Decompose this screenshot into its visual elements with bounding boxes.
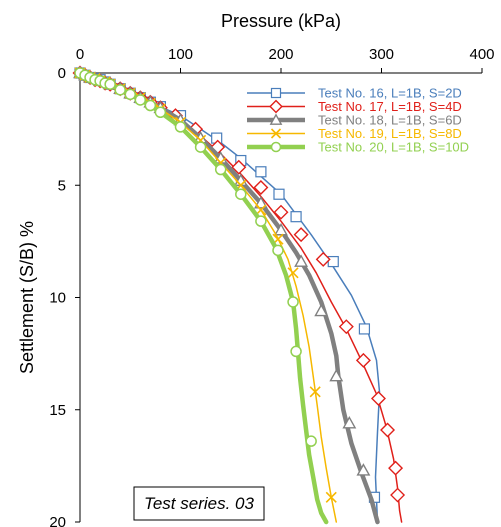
data-point bbox=[290, 345, 302, 358]
data-point bbox=[342, 416, 357, 429]
data-point bbox=[356, 463, 371, 476]
data-point bbox=[272, 244, 284, 257]
legend-item: Test No. 18, L=1B, S=6D bbox=[247, 113, 462, 128]
data-point bbox=[293, 227, 309, 243]
legend-swatch-marker bbox=[269, 99, 283, 114]
data-point bbox=[273, 188, 285, 200]
data-point bbox=[134, 94, 147, 106]
legend-item: Test No. 17, L=1B, S=4D bbox=[247, 99, 462, 114]
x-tick-label: 200 bbox=[268, 46, 293, 63]
data-point bbox=[325, 491, 337, 503]
series-4 bbox=[74, 67, 338, 523]
legend-swatch-marker bbox=[270, 141, 282, 153]
data-point bbox=[329, 368, 344, 382]
data-point bbox=[355, 352, 371, 368]
series-layer bbox=[72, 65, 406, 525]
legend-swatch-marker bbox=[270, 87, 282, 99]
legend-label: Test No. 20, L=1B, S=10D bbox=[318, 140, 469, 155]
data-point bbox=[114, 84, 126, 96]
data-point bbox=[253, 180, 269, 195]
legend-label: Test No. 19, L=1B, S=8D bbox=[318, 126, 462, 141]
x-tick-label: 0 bbox=[76, 46, 84, 63]
data-point bbox=[255, 166, 267, 178]
data-point bbox=[388, 460, 404, 476]
y-tick-label: 5 bbox=[58, 177, 66, 194]
y-tick-label: 20 bbox=[49, 514, 66, 527]
data-point bbox=[144, 99, 157, 112]
data-point bbox=[294, 254, 309, 267]
data-point bbox=[154, 106, 167, 119]
data-point bbox=[314, 303, 329, 317]
annotation-box: Test series. 03 bbox=[133, 486, 265, 521]
legend-label: Test No. 17, L=1B, S=4D bbox=[318, 99, 462, 114]
y-tick-label: 0 bbox=[58, 65, 66, 82]
x-tick-label: 400 bbox=[469, 46, 494, 63]
data-point bbox=[235, 188, 247, 200]
data-point bbox=[305, 435, 317, 447]
legend-item: Test No. 16, L=1B, S=2D bbox=[247, 86, 462, 101]
data-point bbox=[309, 386, 321, 398]
x-axis-title: Pressure (kPa) bbox=[221, 11, 341, 31]
legend-swatch-marker bbox=[269, 113, 283, 125]
data-point bbox=[104, 78, 116, 90]
data-point bbox=[338, 319, 354, 335]
annotation-text: Test series. 03 bbox=[144, 494, 254, 513]
x-tick-label: 300 bbox=[369, 46, 394, 63]
y-tick-label: 10 bbox=[49, 290, 66, 307]
series-5 bbox=[74, 67, 329, 525]
data-point bbox=[390, 487, 406, 503]
data-point bbox=[194, 141, 207, 153]
data-point bbox=[290, 211, 302, 223]
data-point bbox=[214, 163, 227, 176]
data-point bbox=[315, 251, 331, 267]
data-point bbox=[370, 391, 386, 407]
x-tick-label: 100 bbox=[168, 46, 193, 63]
y-tick-label: 15 bbox=[49, 402, 66, 419]
series-line bbox=[79, 72, 338, 523]
data-point bbox=[287, 296, 299, 308]
data-point bbox=[274, 222, 288, 236]
data-point bbox=[124, 88, 136, 101]
data-point bbox=[174, 121, 187, 133]
legend-item: Test No. 20, L=1B, S=10D bbox=[247, 140, 469, 155]
data-point bbox=[231, 159, 247, 175]
y-axis-title: Settlement (S/B) % bbox=[17, 221, 37, 374]
data-point bbox=[327, 255, 339, 268]
axes: 0 100 200 300 400 0 5 10 15 20 Pressure (kPa) Settl… bbox=[17, 11, 495, 527]
data-point bbox=[255, 215, 267, 227]
data-point bbox=[287, 267, 299, 279]
legend-swatch-marker bbox=[270, 128, 282, 139]
data-point bbox=[358, 323, 371, 335]
legend-label: Test No. 16, L=1B, S=2D bbox=[318, 86, 462, 101]
data-point bbox=[273, 204, 289, 220]
data-point bbox=[380, 422, 396, 438]
legend-item: Test No. 19, L=1B, S=8D bbox=[247, 126, 462, 141]
legend-label: Test No. 18, L=1B, S=6D bbox=[318, 113, 462, 128]
